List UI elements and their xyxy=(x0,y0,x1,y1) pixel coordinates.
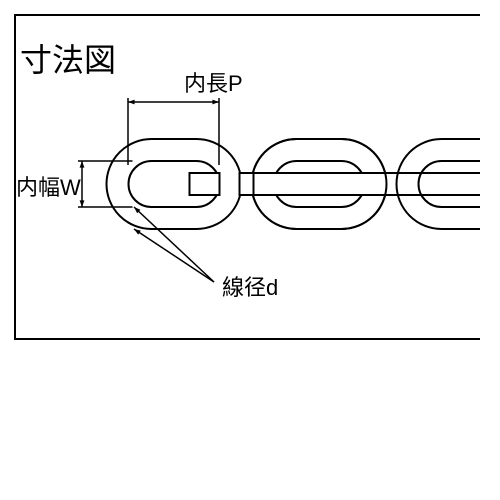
chain-diagram xyxy=(14,14,482,340)
